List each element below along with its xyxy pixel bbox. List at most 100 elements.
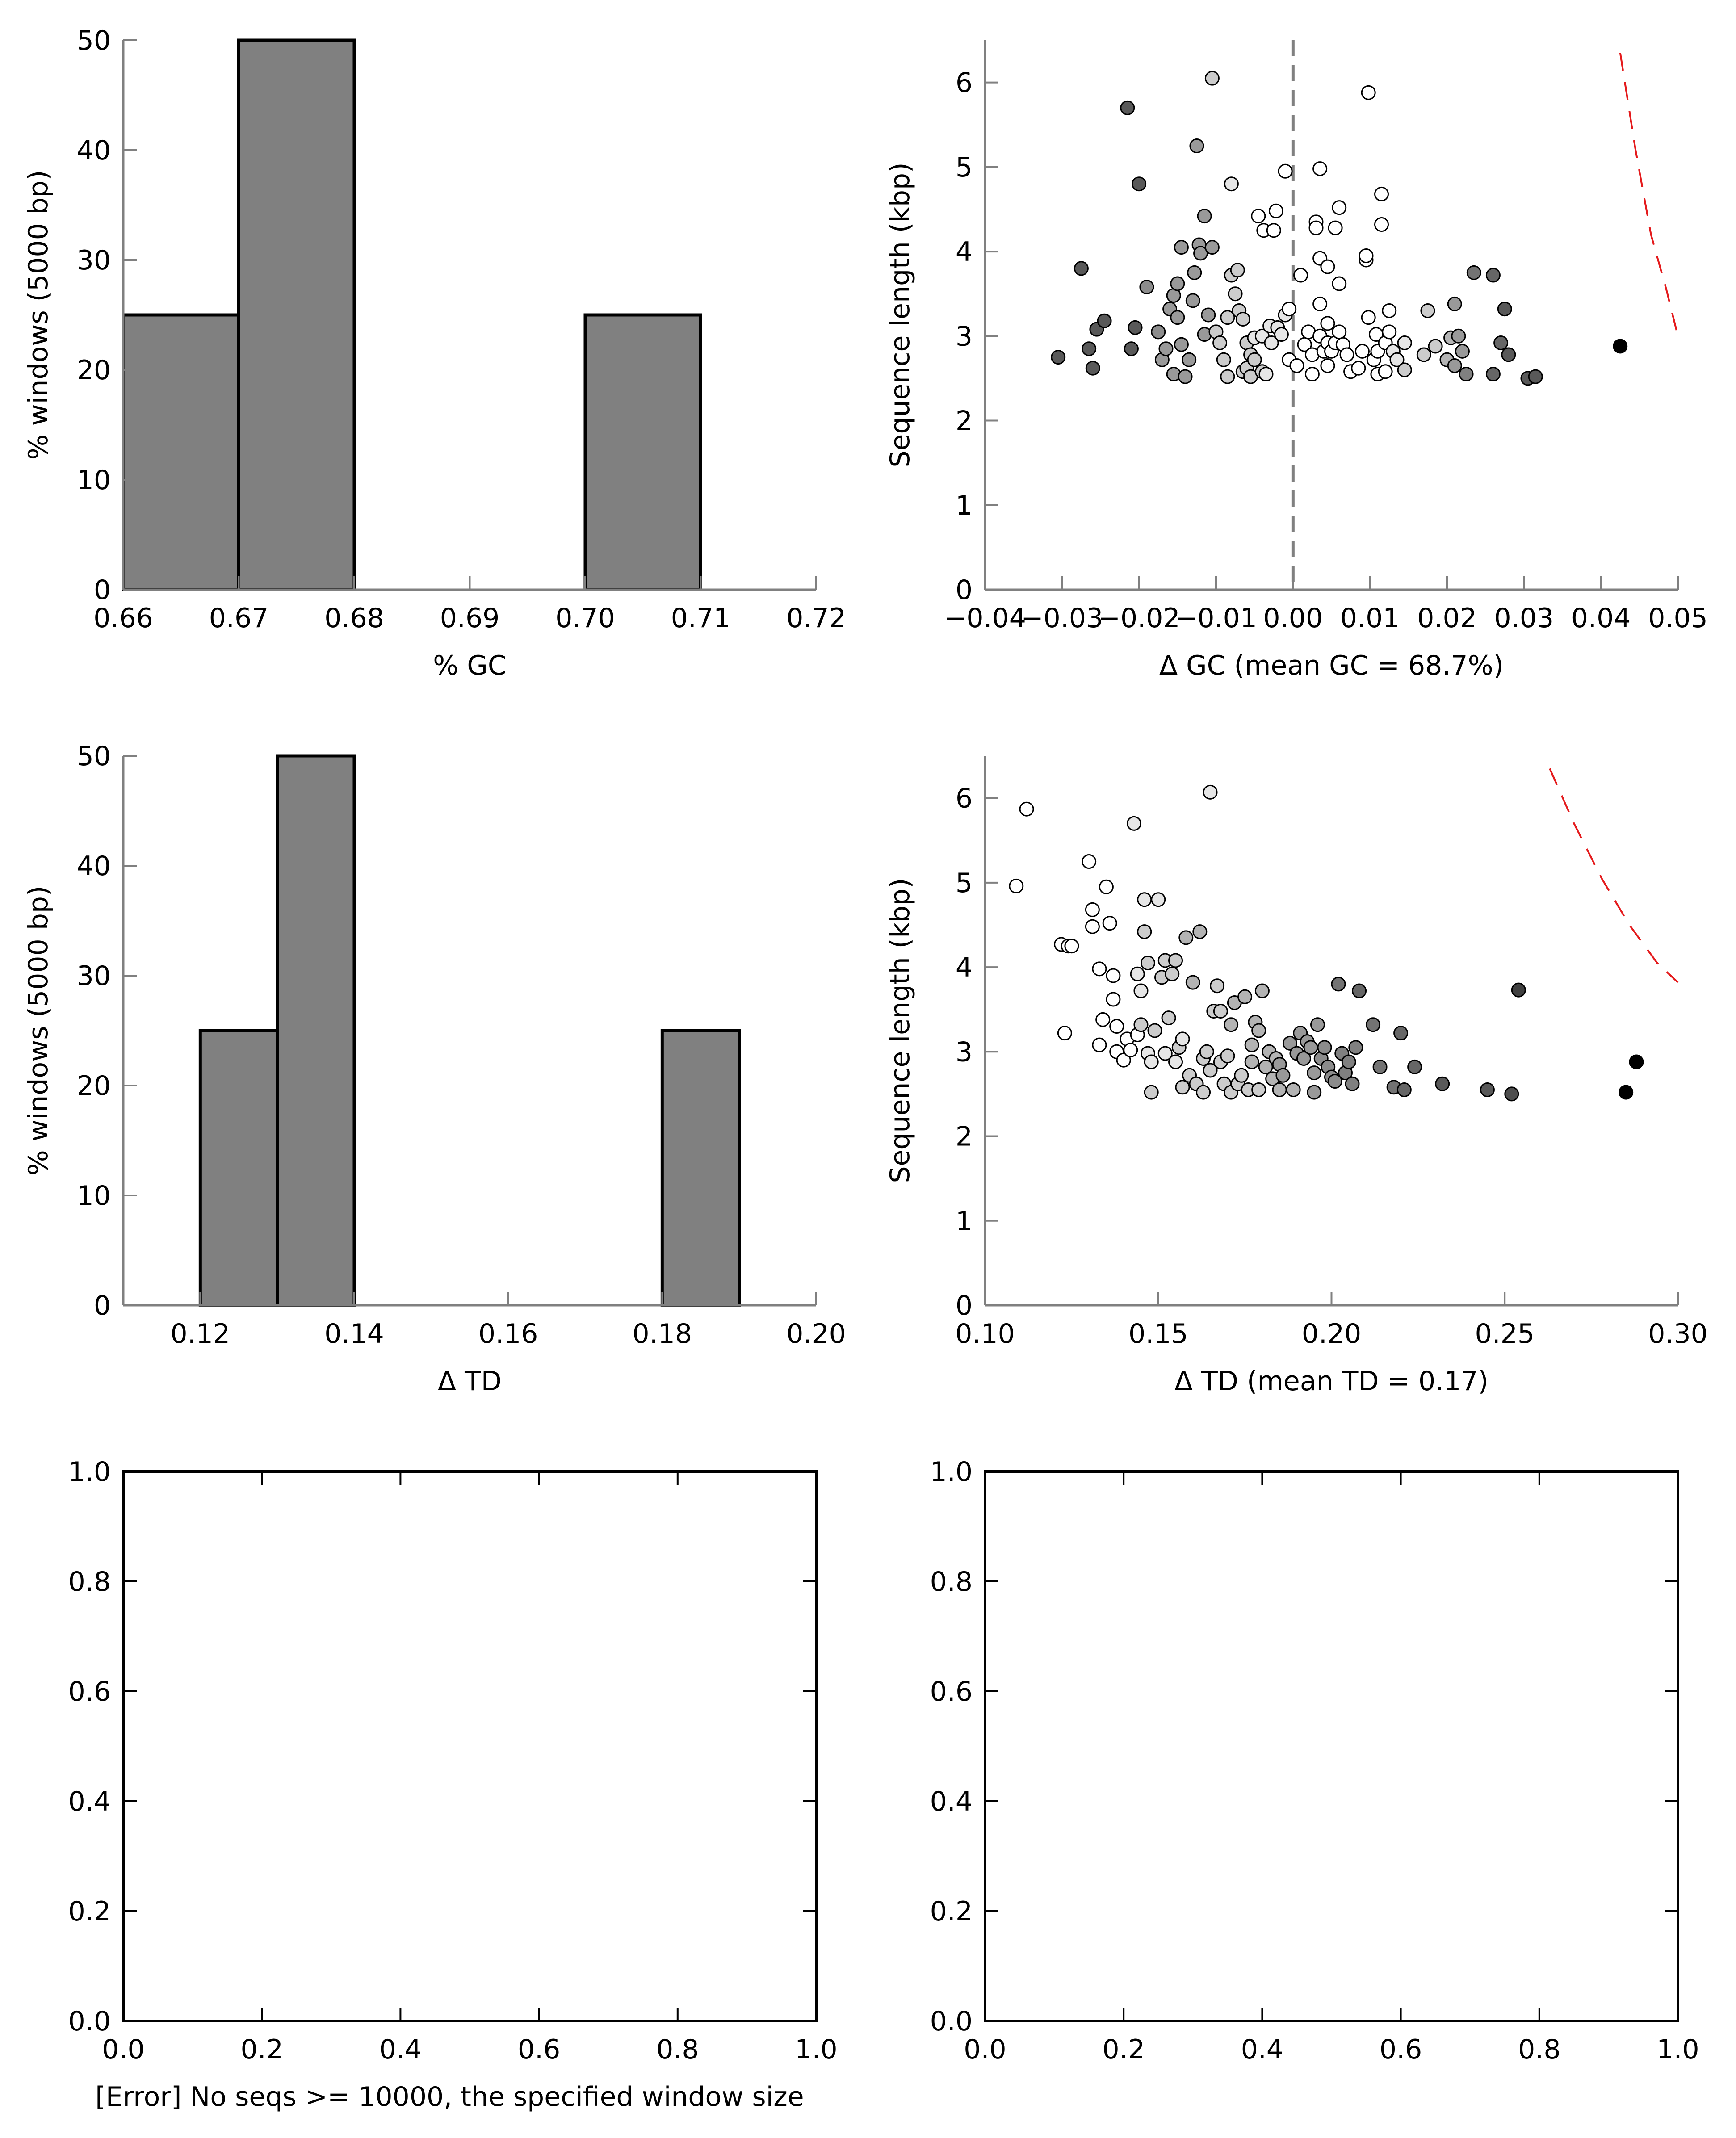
scatter-point (1274, 327, 1289, 342)
scatter-point (1064, 939, 1079, 954)
x-tick-label: −0.04 (944, 603, 1026, 634)
scatter-point (1361, 85, 1376, 100)
scatter-point (1137, 892, 1152, 907)
scatter-point (1282, 1035, 1297, 1051)
y-tick-label: 0.4 (68, 1786, 111, 1817)
scatter-point (1328, 220, 1343, 235)
scatter-point (1251, 209, 1266, 224)
scatter-point (1220, 369, 1235, 384)
scatter-point (1351, 361, 1366, 376)
scatter-point (1174, 240, 1189, 255)
x-tick-label: 1.0 (795, 2034, 837, 2065)
scatter-point (1447, 296, 1462, 311)
scatter-point (1168, 1054, 1183, 1069)
scatter-point (1497, 302, 1512, 317)
scatter-point (1144, 1085, 1159, 1100)
y-tick-label: 0.8 (930, 1566, 973, 1597)
x-tick-label: 1.0 (1656, 2034, 1699, 2065)
scatter-point (1092, 1037, 1107, 1052)
y-tick-label: 10 (77, 1180, 111, 1212)
scatter-point (1128, 320, 1143, 335)
scatter-point (1266, 223, 1281, 238)
scatter-point (1619, 1085, 1634, 1100)
td-histogram-panel: 0.12 0.14 0.16 0.18 0.20 0 10 20 30 40 50 Δ TD % win… (23, 741, 846, 1397)
x-tick-label: 0.20 (786, 1318, 846, 1350)
scatter-point (1354, 344, 1370, 359)
scatter-point (1348, 1040, 1363, 1055)
y-tick-label: 1 (956, 1206, 973, 1237)
scatter-point (1126, 816, 1141, 831)
x-tick-label: 0.14 (324, 1318, 384, 1350)
histogram-bar (198, 1029, 279, 1307)
y-axis-label: Sequence length (kbp) (885, 162, 916, 467)
y-tick-label: 2 (956, 406, 973, 437)
scatter-point (1485, 268, 1501, 283)
x-tick-label: 0.6 (1380, 2034, 1422, 2065)
x-axis-label: Δ TD (mean TD = 0.17) (1174, 1366, 1489, 1397)
scatter-point (1187, 265, 1202, 280)
scatter-point (1485, 366, 1501, 381)
x-axis-label: % GC (433, 650, 506, 681)
x-tick-label: 0.8 (1518, 2034, 1560, 2065)
scatter-point (1224, 176, 1239, 192)
scatter-point (1140, 956, 1155, 971)
scatter-point (1237, 989, 1253, 1004)
x-tick-label: 0.67 (209, 603, 269, 634)
scatter-point (1320, 259, 1335, 274)
scatter-point (1130, 966, 1145, 981)
scatter-point (1224, 1017, 1239, 1032)
scatter-point (1196, 1085, 1211, 1100)
scatter-point (1504, 1086, 1519, 1102)
scatter-point (1304, 366, 1320, 381)
scatter-point (1192, 924, 1208, 939)
x-tick-label: 0.4 (1241, 2034, 1283, 2065)
x-tick-label: 0.03 (1494, 603, 1554, 634)
scatter-point (1137, 924, 1152, 939)
scatter-point (1308, 220, 1324, 235)
histogram-bar (583, 313, 702, 591)
scatter-point (1182, 352, 1197, 367)
y-tick-label: 4 (956, 952, 973, 983)
scatter-point (1303, 1040, 1318, 1055)
y-tick-label: 30 (77, 960, 111, 992)
y-tick-label: 20 (77, 355, 111, 386)
scatter-point (1132, 176, 1147, 192)
axes-frame (122, 1470, 818, 2022)
scatter-point (1185, 975, 1200, 990)
y-tick-label: 6 (956, 783, 973, 814)
x-axis-label: [Error] No seqs >= 10000, the specified … (95, 2081, 804, 2113)
x-tick-label: 0.12 (171, 1318, 231, 1350)
x-axis-label: Δ GC (mean GC = 68.7%) (1159, 650, 1504, 681)
scatter-point (1320, 358, 1335, 373)
scatter-point (1082, 854, 1097, 869)
scatter-point (1082, 341, 1097, 356)
scatter-point (1228, 286, 1243, 302)
scatter-point (1332, 324, 1347, 340)
y-tick-label: 3 (956, 321, 973, 352)
x-tick-label: 0.4 (379, 2034, 422, 2065)
y-tick-label: 1 (956, 490, 973, 521)
y-tick-label: 20 (77, 1070, 111, 1102)
scatter-point (1133, 983, 1149, 998)
scatter-point (1174, 337, 1189, 352)
scatter-point (1332, 200, 1347, 215)
x-tick-label: 0.05 (1648, 603, 1708, 634)
x-tick-label: 0.66 (93, 603, 153, 634)
y-tick-label: 0.4 (930, 1786, 973, 1817)
scatter-point (1258, 1059, 1273, 1074)
x-tick-label: 0.0 (964, 2034, 1006, 2065)
x-tick-label: 0.04 (1571, 603, 1631, 634)
scatter-point (1501, 347, 1516, 362)
scatter-point (1378, 364, 1393, 379)
scatter-point (1099, 879, 1114, 894)
scatter-point (1147, 1023, 1162, 1038)
x-tick-label: 0.72 (786, 603, 846, 634)
scatter-point (1178, 369, 1193, 384)
scatter-point (1247, 352, 1262, 367)
y-tick-label: 0 (956, 1290, 973, 1321)
y-tick-label: 50 (77, 741, 111, 772)
scatter-point (1085, 902, 1100, 917)
scatter-point (1264, 335, 1279, 350)
y-tick-label: 5 (956, 868, 973, 899)
scatter-point (1435, 1076, 1450, 1091)
